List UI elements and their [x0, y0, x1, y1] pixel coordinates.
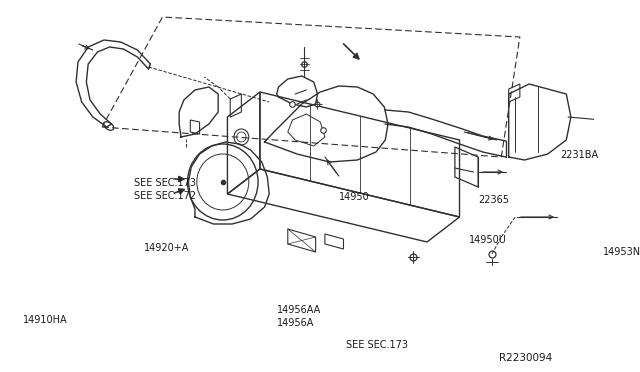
- Text: 14956A: 14956A: [276, 318, 314, 328]
- Text: 14953N: 14953N: [604, 247, 640, 257]
- Text: SEE SEC.173: SEE SEC.173: [134, 178, 196, 188]
- Text: SEE SEC.172: SEE SEC.172: [134, 191, 196, 201]
- Text: R2230094: R2230094: [499, 353, 552, 363]
- Text: SEE SEC.173: SEE SEC.173: [346, 340, 408, 350]
- Text: 14910HA: 14910HA: [23, 315, 68, 325]
- Text: 22365: 22365: [478, 195, 509, 205]
- Text: 14920+A: 14920+A: [144, 243, 189, 253]
- Text: 2231BA: 2231BA: [560, 150, 598, 160]
- Text: 14950U: 14950U: [469, 235, 507, 245]
- Text: 14956AA: 14956AA: [276, 305, 321, 315]
- Text: 14950: 14950: [339, 192, 369, 202]
